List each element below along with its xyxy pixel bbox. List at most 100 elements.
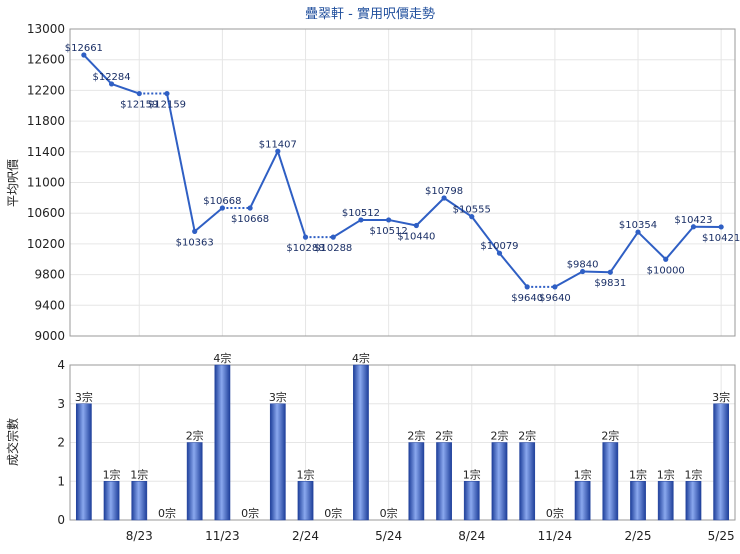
volume-data-label: 3宗 — [75, 390, 93, 404]
volume-data-label: 1宗 — [130, 467, 148, 481]
volume-data-label: 2宗 — [518, 429, 536, 443]
volume-bar — [104, 481, 119, 520]
price-point — [719, 224, 724, 229]
volume-data-label: 0宗 — [324, 506, 342, 520]
volume-data-label: 1宗 — [684, 467, 702, 481]
x-tick-label: 2/25 — [625, 529, 652, 543]
price-data-label: $10798 — [425, 186, 463, 197]
price-line-segment — [583, 272, 611, 273]
price-point — [552, 284, 557, 289]
volume-data-label: 0宗 — [158, 506, 176, 520]
volume-tick-label: 2 — [57, 436, 65, 450]
volume-tick-label: 0 — [57, 513, 65, 527]
price-point — [331, 235, 336, 240]
volume-bar — [215, 365, 230, 520]
price-line-segment — [333, 220, 361, 237]
price-line-segment — [250, 151, 278, 208]
price-data-label: $10421 — [702, 233, 740, 244]
volume-bar — [714, 404, 729, 520]
volume-data-label: 4宗 — [352, 351, 370, 365]
price-data-label: $12159 — [148, 100, 186, 111]
volume-tick-label: 1 — [57, 474, 65, 488]
volume-axis-title: 成交宗數 — [5, 418, 20, 466]
price-tick-label: 9400 — [34, 298, 65, 312]
price-tick-label: 11000 — [27, 176, 65, 190]
volume-bar — [464, 481, 479, 520]
volume-bar — [603, 443, 618, 521]
price-line-segment — [195, 208, 223, 231]
volume-tick-label: 3 — [57, 397, 65, 411]
volume-data-label: 3宗 — [712, 390, 730, 404]
volume-data-label: 0宗 — [546, 506, 564, 520]
price-data-label: $10512 — [342, 208, 380, 219]
price-data-label: $10440 — [397, 231, 435, 242]
price-tick-label: 11800 — [27, 114, 65, 128]
volume-bar — [658, 481, 673, 520]
price-tick-label: 12200 — [27, 83, 65, 97]
x-tick-label: 11/23 — [205, 529, 240, 543]
volume-data-label: 1宗 — [463, 467, 481, 481]
price-point — [525, 284, 530, 289]
x-tick-label: 5/24 — [375, 529, 402, 543]
price-data-label: $11407 — [259, 139, 297, 150]
price-data-label: $10354 — [619, 220, 657, 231]
volume-bar — [298, 481, 313, 520]
x-tick-label: 8/24 — [458, 529, 485, 543]
volume-bar — [492, 443, 507, 521]
price-data-label: $10000 — [647, 265, 685, 276]
price-axis-title: 平均呎價 — [6, 159, 20, 207]
price-tick-label: 12600 — [27, 53, 65, 67]
volume-tick-label: 4 — [57, 358, 65, 372]
x-tick-label: 11/24 — [538, 529, 573, 543]
price-data-label: $12284 — [92, 72, 130, 83]
volume-bar — [520, 443, 535, 521]
volume-data-label: 2宗 — [490, 429, 508, 443]
price-point — [663, 257, 668, 262]
price-data-label: $10668 — [231, 214, 269, 225]
price-line-panel: 9000940098001020010600110001140011800122… — [27, 22, 740, 343]
price-tick-label: 10200 — [27, 237, 65, 251]
price-data-label: $9840 — [567, 260, 599, 271]
price-data-label: $9831 — [594, 278, 626, 289]
chart-title: 疊翠軒 - 實用呎價走勢 — [305, 6, 435, 22]
price-line-segment — [638, 232, 666, 259]
volume-bar — [132, 481, 147, 520]
price-tick-label: 13000 — [27, 22, 65, 36]
price-data-label: $12661 — [65, 43, 103, 54]
price-point — [192, 229, 197, 234]
price-tick-label: 9000 — [34, 329, 65, 343]
volume-bar — [409, 443, 424, 521]
volume-bar — [187, 443, 202, 521]
price-line-segment — [555, 272, 583, 287]
price-data-label: $10363 — [176, 237, 214, 248]
price-line-segment — [389, 220, 417, 226]
price-point — [608, 270, 613, 275]
volume-data-label: 0宗 — [241, 506, 259, 520]
volume-data-label: 1宗 — [297, 467, 315, 481]
price-point — [137, 91, 142, 96]
price-point — [414, 223, 419, 228]
volume-data-label: 2宗 — [601, 429, 619, 443]
price-line-segment — [167, 94, 195, 232]
price-line-segment — [666, 227, 694, 259]
volume-data-label: 2宗 — [407, 429, 425, 443]
volume-data-label: 0宗 — [380, 506, 398, 520]
volume-bar — [353, 365, 368, 520]
volume-bar — [686, 481, 701, 520]
price-point — [164, 91, 169, 96]
price-data-label: $9640 — [539, 293, 571, 304]
price-line-segment — [416, 198, 444, 225]
price-line-segment — [278, 151, 306, 237]
volume-data-label: 1宗 — [629, 467, 647, 481]
price-data-label: $10668 — [203, 196, 241, 207]
price-line-segment — [112, 84, 140, 94]
volume-bar — [76, 404, 91, 520]
price-line-segment — [610, 232, 638, 272]
price-data-label: $10288 — [314, 243, 352, 254]
volume-data-label: 3宗 — [269, 390, 287, 404]
price-data-label: $10423 — [674, 215, 712, 226]
price-tick-label: 11400 — [27, 145, 65, 159]
